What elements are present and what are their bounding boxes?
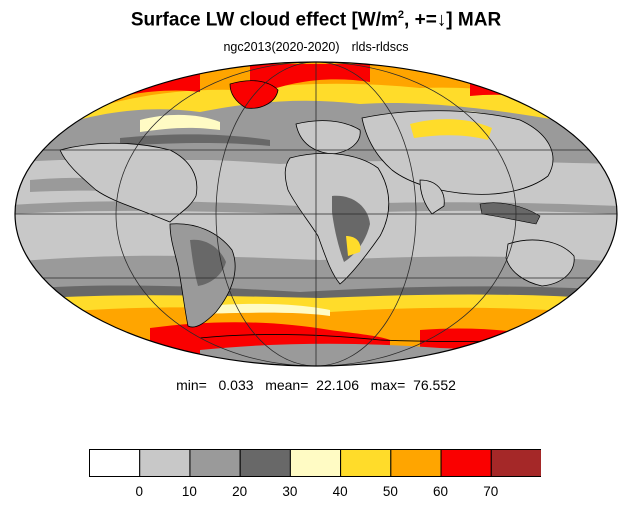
mollweide-map (14, 61, 618, 367)
colorbar-box-5 (340, 449, 392, 477)
australia (505, 239, 575, 287)
map-outline (14, 61, 618, 367)
europe (295, 120, 361, 155)
colorbar-tick-label: 20 (232, 484, 248, 499)
colorbar-box-4 (289, 449, 342, 477)
colorbar (89, 449, 541, 477)
africa-yellow (346, 236, 361, 256)
colorbar-tick-label: 60 (433, 484, 449, 499)
colorbar-box-0 (89, 449, 141, 477)
summary-statistics: min= 0.033 mean= 22.106 max= 76.552 (176, 377, 456, 393)
north-dark-streak (120, 134, 270, 146)
colorbar-box-8 (490, 449, 541, 477)
colorbar-box-7 (440, 449, 492, 477)
colorbar-box-6 (390, 449, 442, 477)
figure-subtitle: ngc2013(2020-2020) rlds-rldscs (223, 40, 409, 54)
colorbar-box-3 (239, 449, 291, 477)
graticule (15, 62, 617, 366)
south-america-dark (190, 239, 226, 286)
colorbar-tick-label: 40 (332, 484, 348, 499)
colorbar-labels: 0 10 20 30 40 50 60 70 (0, 484, 632, 504)
north-america (59, 142, 198, 223)
colorbar-box-1 (139, 449, 191, 477)
south-pale (200, 303, 330, 316)
colorbar-tick-label: 10 (181, 484, 197, 499)
asia-pale (410, 119, 492, 140)
asia (361, 110, 554, 195)
antarctica-gray (200, 343, 600, 366)
colorbar-box-2 (189, 449, 241, 477)
colorbar-tick-label: 0 (135, 484, 143, 499)
colorbar-tick-label: 70 (483, 484, 499, 499)
africa-dark (332, 195, 370, 262)
colorbar-tick-label: 30 (282, 484, 298, 499)
figure-title: Surface LW cloud effect [W/m2, +=↓] MAR (130, 9, 502, 31)
colorbar-tick-label: 50 (382, 484, 398, 499)
maritime-continent (479, 202, 541, 225)
india (419, 179, 445, 215)
